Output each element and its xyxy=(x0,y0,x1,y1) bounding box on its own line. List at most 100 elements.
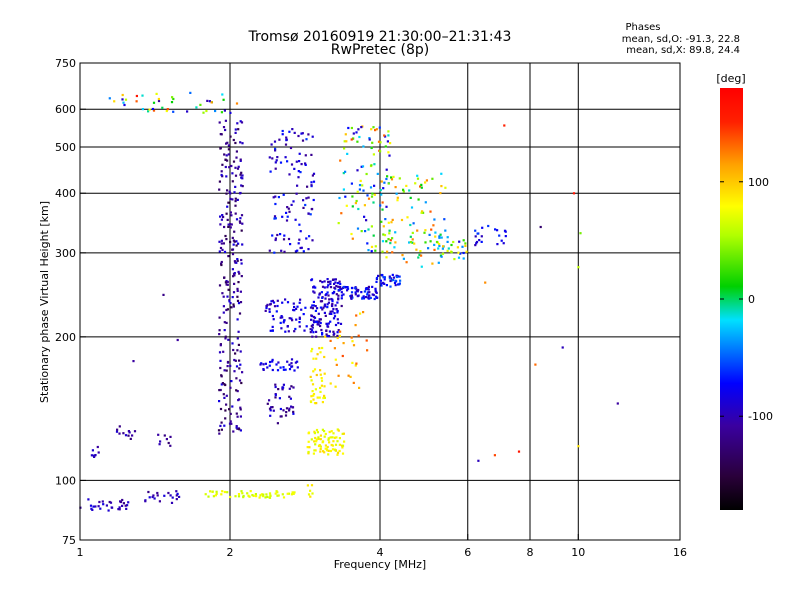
data-point xyxy=(429,210,432,213)
data-point xyxy=(239,120,242,123)
data-point xyxy=(332,330,335,333)
data-point xyxy=(379,150,382,153)
data-point xyxy=(291,128,294,131)
data-point xyxy=(362,297,365,300)
colorbar-ticks: -100 0 100 xyxy=(720,176,773,423)
data-point xyxy=(227,338,230,341)
data-point xyxy=(268,310,271,313)
data-point xyxy=(175,498,178,501)
data-point xyxy=(237,493,241,496)
data-point xyxy=(316,353,319,356)
data-point xyxy=(343,440,346,443)
data-point xyxy=(292,492,295,495)
data-point xyxy=(152,109,156,112)
data-point xyxy=(240,262,243,265)
data-point xyxy=(392,278,395,282)
data-point xyxy=(307,452,310,455)
data-point xyxy=(307,431,311,434)
data-point xyxy=(238,379,242,382)
data-point xyxy=(225,212,228,215)
data-point xyxy=(292,302,295,305)
data-point xyxy=(337,329,340,332)
data-point xyxy=(354,202,357,205)
data-point xyxy=(366,291,369,294)
data-point xyxy=(330,443,333,447)
data-point xyxy=(338,280,341,283)
data-point xyxy=(345,204,348,207)
data-point xyxy=(433,248,436,251)
data-point xyxy=(225,308,228,312)
data-point xyxy=(446,240,449,243)
data-point xyxy=(241,185,244,188)
data-point xyxy=(408,189,411,192)
data-point xyxy=(374,245,377,248)
data-point xyxy=(226,218,229,221)
data-point xyxy=(355,289,358,292)
data-point xyxy=(223,153,226,156)
data-point xyxy=(332,291,335,295)
phases-x-stats: mean, sd,X: 89.8, 24.4 xyxy=(626,45,740,56)
data-point xyxy=(288,409,291,412)
data-point xyxy=(456,246,459,249)
data-point xyxy=(392,276,396,279)
data-point xyxy=(343,147,346,150)
grid-layer xyxy=(80,63,680,540)
data-point xyxy=(236,349,239,352)
data-point xyxy=(330,312,333,315)
data-point xyxy=(236,167,240,170)
data-point xyxy=(356,227,360,230)
data-point xyxy=(311,335,314,338)
data-point xyxy=(334,304,337,307)
data-point xyxy=(458,240,461,243)
data-point xyxy=(229,211,232,214)
data-point xyxy=(336,301,339,304)
data-point xyxy=(234,212,237,215)
data-point xyxy=(111,506,114,509)
data-point xyxy=(282,409,285,412)
data-point xyxy=(271,157,274,160)
data-point xyxy=(441,247,444,250)
data-point xyxy=(417,198,420,201)
data-point xyxy=(220,239,223,242)
data-point xyxy=(311,347,314,351)
data-point xyxy=(319,324,322,328)
data-point xyxy=(273,140,277,143)
data-point xyxy=(238,312,242,315)
data-point xyxy=(127,430,130,433)
data-point xyxy=(387,238,390,241)
data-point xyxy=(226,365,229,368)
data-point xyxy=(220,111,223,114)
data-point xyxy=(239,408,242,411)
data-point xyxy=(475,242,478,245)
data-point xyxy=(389,239,392,242)
data-point xyxy=(435,240,439,244)
data-point xyxy=(268,303,272,306)
data-point xyxy=(374,249,377,252)
data-point xyxy=(286,215,289,218)
data-point xyxy=(389,285,392,288)
data-point xyxy=(237,343,240,346)
data-point xyxy=(232,348,235,352)
data-point xyxy=(215,492,218,495)
data-point xyxy=(236,427,239,430)
data-point xyxy=(322,396,325,400)
data-point xyxy=(496,229,499,232)
data-point xyxy=(239,415,242,418)
data-point xyxy=(218,351,222,354)
data-point xyxy=(494,228,497,231)
data-point xyxy=(210,101,213,104)
data-point xyxy=(323,355,326,359)
data-point xyxy=(87,498,90,501)
data-point xyxy=(321,441,324,444)
data-point xyxy=(480,235,483,238)
data-point xyxy=(375,280,378,283)
data-point xyxy=(141,108,144,111)
data-point xyxy=(388,277,391,280)
data-point xyxy=(276,422,279,425)
data-point xyxy=(332,317,336,320)
data-point xyxy=(371,285,374,288)
data-point xyxy=(218,389,221,392)
data-point xyxy=(370,250,373,253)
data-point xyxy=(162,293,165,296)
